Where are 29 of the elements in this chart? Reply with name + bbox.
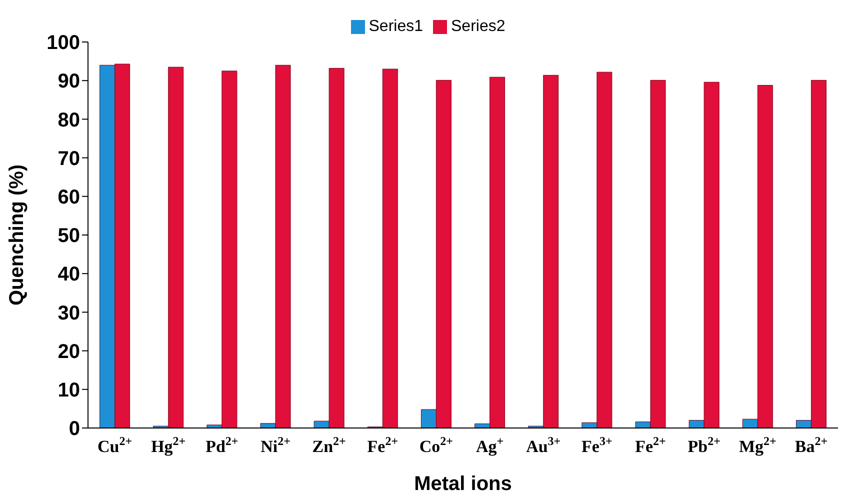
y-tick-label: 50 [58,225,80,248]
x-tick-label: Ag$^{+}$ [476,434,504,456]
x-tick-label: Ni$^{2+}$ [260,434,291,456]
x-tick-label: Mg$^{2+}$ [738,434,776,456]
legend-label: Series2 [451,18,506,35]
y-tick-label: 100 [46,32,80,54]
y-tick-label: 20 [58,340,80,363]
y-tick-label: 0 [68,418,80,440]
y-tick-label: 30 [58,302,80,324]
x-tick-label: Au$^{3+}$ [526,434,561,456]
x-tick-label: Fe$^{3+}$ [582,434,612,456]
y-tick-label: 90 [58,70,80,93]
x-tick-label: Co$^{2+}$ [419,434,454,456]
x-tick-label: Ba$^{2+}$ [794,434,828,456]
x-tick-label: Fe$^{2+}$ [635,434,666,456]
y-tick-label: 80 [58,109,80,132]
y-tick-label: 40 [58,264,80,286]
y-tick-label: 60 [58,186,80,208]
y-axis-title: Quenching (%) [6,164,28,306]
x-axis-title: Metal ions [414,473,512,496]
x-tick-label: Cu$^{2+}$ [97,434,132,456]
x-tick-label: Pb$^{2+}$ [688,434,721,456]
y-tick-label: 70 [58,148,80,170]
x-tick-label: Fe$^{2+}$ [367,434,398,456]
x-tick-label: Pd$^{2+}$ [206,434,238,456]
y-tick-label: 10 [58,380,80,402]
x-tick-label: Zn$^{2+}$ [312,434,346,456]
x-tick-label: Hg$^{2+}$ [151,434,186,456]
legend-label: Series1 [368,18,423,35]
